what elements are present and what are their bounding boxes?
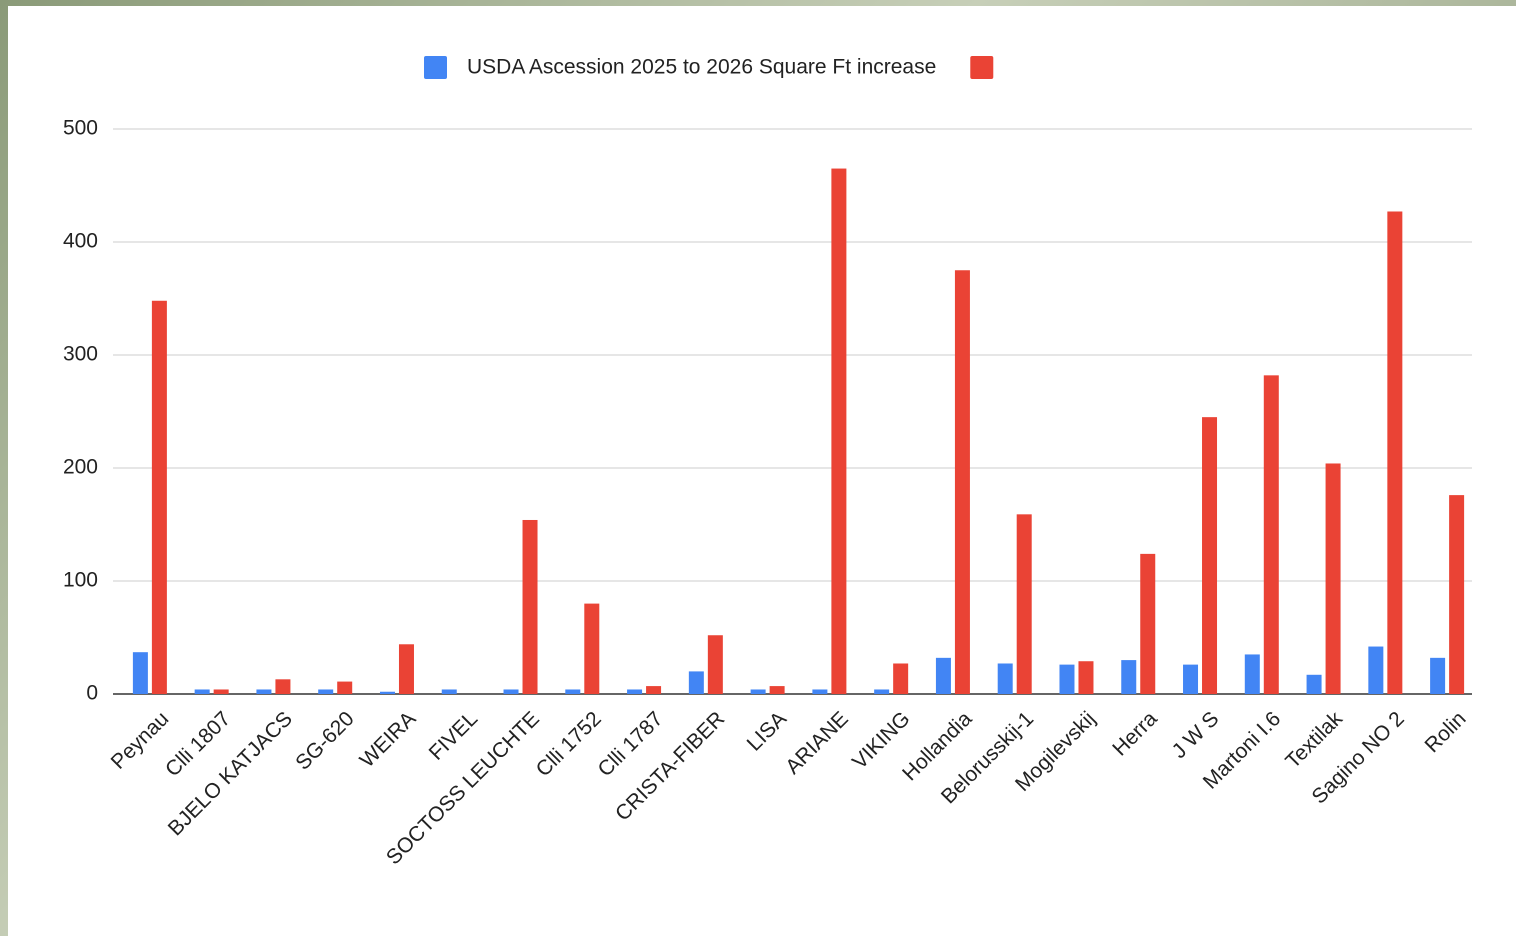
bar	[1368, 646, 1384, 694]
bar	[256, 689, 272, 694]
x-tick-label: J W S	[1168, 707, 1224, 763]
bar	[874, 689, 890, 694]
bar	[997, 663, 1013, 694]
y-tick-label: 100	[63, 569, 98, 592]
bar	[1202, 417, 1218, 694]
bar	[194, 689, 210, 694]
x-tick-label: SG-620	[291, 707, 358, 774]
legend-label: USDA Ascession 2025 to 2026 Square Ft in…	[467, 56, 936, 79]
x-tick-label: WEIRA	[355, 707, 420, 772]
bar	[954, 270, 970, 694]
bar	[707, 635, 723, 694]
legend-swatch	[424, 56, 447, 79]
x-tick-label: Herra	[1108, 707, 1162, 761]
x-tick-label: ARIANE	[781, 707, 853, 779]
x-tick-label: Clli 1752	[532, 707, 606, 781]
bar	[750, 689, 766, 694]
bar	[441, 689, 457, 694]
bar	[1121, 660, 1137, 694]
bar	[1059, 664, 1075, 694]
bar	[151, 300, 167, 694]
bar	[565, 689, 581, 694]
bar	[935, 657, 951, 694]
bar	[831, 168, 847, 695]
y-tick-label: 500	[63, 117, 98, 140]
bar	[503, 689, 519, 694]
bar	[1449, 495, 1465, 694]
bar	[132, 652, 148, 694]
bar	[522, 519, 538, 694]
bar	[379, 691, 395, 694]
bar	[646, 686, 662, 694]
bar	[1244, 654, 1260, 694]
x-tick-label: LISA	[743, 707, 791, 755]
bar	[1325, 463, 1341, 694]
bar	[398, 644, 414, 694]
bar	[337, 681, 353, 694]
bar	[1078, 661, 1094, 694]
bar	[584, 603, 600, 694]
legend-swatch	[970, 56, 994, 79]
bar	[213, 689, 229, 694]
bar	[318, 689, 334, 694]
bar	[893, 663, 909, 694]
bar	[627, 689, 643, 694]
bar	[1140, 553, 1156, 694]
x-tick-label: FIVEL	[425, 707, 483, 765]
x-tick-label: Rolin	[1420, 707, 1470, 757]
bar	[1016, 514, 1032, 694]
bar	[1306, 674, 1322, 694]
bar	[1387, 211, 1403, 695]
y-tick-label: 300	[63, 343, 98, 366]
bar	[812, 689, 828, 694]
bar	[1430, 657, 1446, 694]
bar	[275, 679, 291, 694]
bar	[769, 686, 785, 694]
y-tick-label: 200	[63, 456, 98, 479]
x-tick-label: CRISTA-FIBER	[611, 707, 729, 825]
bar	[688, 671, 704, 694]
bar	[1263, 375, 1279, 694]
y-tick-label: 0	[86, 682, 98, 705]
y-tick-label: 400	[63, 230, 98, 253]
bar	[1183, 664, 1199, 694]
